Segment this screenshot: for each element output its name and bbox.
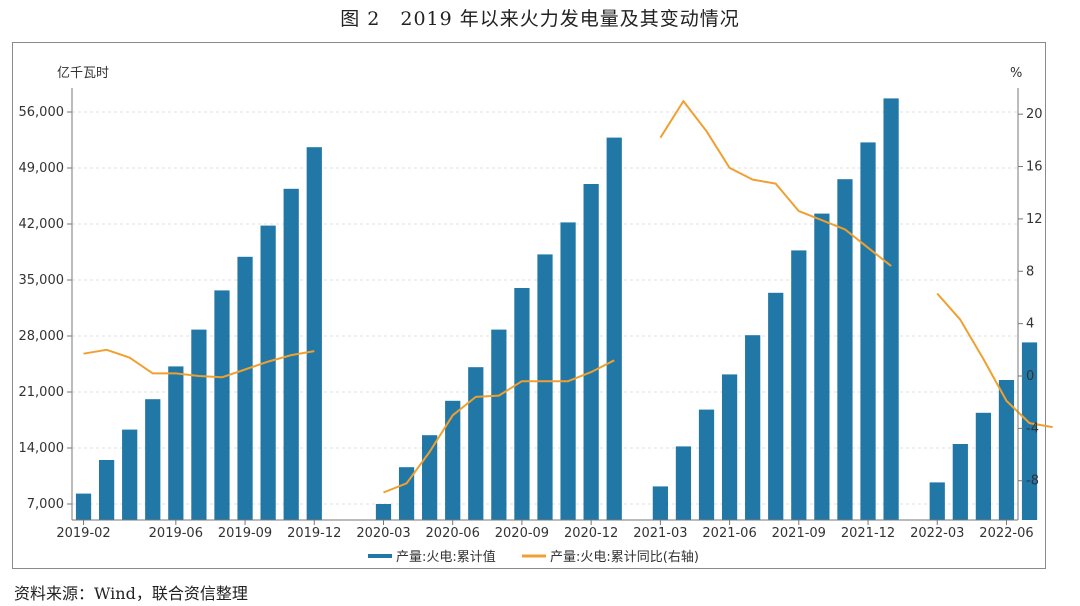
bar-2020-05 bbox=[422, 435, 438, 520]
right-tick-label: -4 bbox=[1026, 421, 1039, 436]
left-tick-label: 14,000 bbox=[19, 441, 65, 456]
bar-2022-05 bbox=[975, 412, 992, 520]
bar-2020-11 bbox=[560, 222, 576, 520]
x-tick-label: 2020-09 bbox=[495, 526, 549, 541]
bar-2022-06 bbox=[998, 380, 1015, 520]
right-tick-label: 8 bbox=[1026, 264, 1034, 279]
bar-2021-10 bbox=[814, 213, 830, 520]
right-tick-label: 16 bbox=[1026, 160, 1043, 175]
x-tick-label: 2020-03 bbox=[356, 526, 410, 541]
legend-label-bar: 产量:火电:累计值 bbox=[396, 549, 496, 565]
bar-2022-03 bbox=[929, 482, 945, 520]
yoy-line-segment bbox=[83, 348, 315, 379]
bar-2021-01 bbox=[606, 137, 622, 520]
x-tick-label: 2021-06 bbox=[702, 526, 756, 541]
yoy-line-segment bbox=[659, 100, 892, 267]
bar-2019-10 bbox=[260, 225, 276, 520]
figure-title: 图 2 2019 年以来火力发电量及其变动情况 bbox=[340, 8, 740, 30]
x-tick-label: 2019-09 bbox=[218, 526, 272, 541]
yoy-line-segment bbox=[383, 359, 615, 494]
bar-2020-03 bbox=[375, 504, 392, 520]
bar-2022-01 bbox=[883, 98, 899, 521]
bar-2021-07 bbox=[745, 335, 761, 520]
right-tick-label: -8 bbox=[1026, 474, 1039, 489]
x-tick-label: 2022-06 bbox=[979, 526, 1033, 541]
bar-2019-02 bbox=[75, 493, 92, 520]
bar-2019-03 bbox=[98, 460, 115, 520]
x-tick-label: 2019-06 bbox=[149, 526, 203, 541]
right-tick-label: 20 bbox=[1026, 107, 1043, 122]
bar-2021-11 bbox=[837, 179, 853, 520]
bar-2020-08 bbox=[491, 329, 507, 520]
bar-2020-09 bbox=[514, 288, 530, 520]
bar-undefined bbox=[1021, 342, 1038, 520]
bar-2021-08 bbox=[768, 292, 784, 520]
left-tick-label: 28,000 bbox=[19, 329, 65, 344]
bar-2019-09 bbox=[237, 256, 253, 520]
bar-2021-03 bbox=[652, 486, 668, 520]
bar-2019-12 bbox=[306, 147, 322, 520]
right-axis-unit: % bbox=[1010, 66, 1022, 81]
bar-2021-05 bbox=[698, 409, 715, 520]
bar-2021-06 bbox=[721, 374, 738, 520]
bar-2020-04 bbox=[398, 467, 415, 520]
left-tick-label: 21,000 bbox=[19, 385, 65, 400]
bar-2019-05 bbox=[145, 399, 161, 520]
bar-2019-08 bbox=[214, 290, 230, 520]
left-tick-label: 7,000 bbox=[27, 497, 64, 512]
legend-label-line: 产量:火电:累计同比(右轴) bbox=[550, 550, 699, 565]
x-tick-label: 2021-09 bbox=[772, 526, 826, 541]
x-tick-label: 2019-12 bbox=[287, 526, 341, 541]
left-tick-label: 49,000 bbox=[19, 161, 65, 176]
right-tick-label: 4 bbox=[1026, 317, 1034, 332]
bar-2022-04 bbox=[952, 444, 968, 520]
right-tick-label: 12 bbox=[1026, 212, 1043, 227]
bar-2021-12 bbox=[860, 142, 876, 520]
bar-2019-07 bbox=[191, 329, 207, 520]
bar-2021-09 bbox=[791, 250, 807, 520]
bar-2020-07 bbox=[468, 367, 484, 520]
x-tick-label: 2019-02 bbox=[56, 526, 110, 541]
left-tick-label: 56,000 bbox=[19, 105, 65, 120]
x-tick-label: 2020-06 bbox=[426, 526, 480, 541]
bar-2020-10 bbox=[537, 254, 553, 520]
x-tick-label: 2020-12 bbox=[564, 526, 618, 541]
x-tick-label: 2022-03 bbox=[910, 526, 964, 541]
bar-2019-06 bbox=[168, 366, 184, 520]
left-tick-label: 42,000 bbox=[19, 217, 65, 232]
bar-2019-04 bbox=[122, 429, 138, 520]
bar-2020-12 bbox=[583, 184, 599, 520]
x-tick-label: 2021-12 bbox=[841, 526, 895, 541]
left-axis-unit: 亿千瓦时 bbox=[57, 66, 109, 81]
source-note: 资料来源：Wind，联合资信整理 bbox=[14, 584, 248, 603]
yoy-line-segment bbox=[936, 292, 1053, 429]
chart-frame bbox=[12, 42, 1046, 569]
left-tick-label: 35,000 bbox=[19, 273, 65, 288]
bar-2020-06 bbox=[445, 400, 461, 520]
x-tick-label: 2021-03 bbox=[633, 526, 687, 541]
bar-2021-04 bbox=[675, 446, 692, 520]
right-tick-label: 0 bbox=[1026, 369, 1034, 384]
